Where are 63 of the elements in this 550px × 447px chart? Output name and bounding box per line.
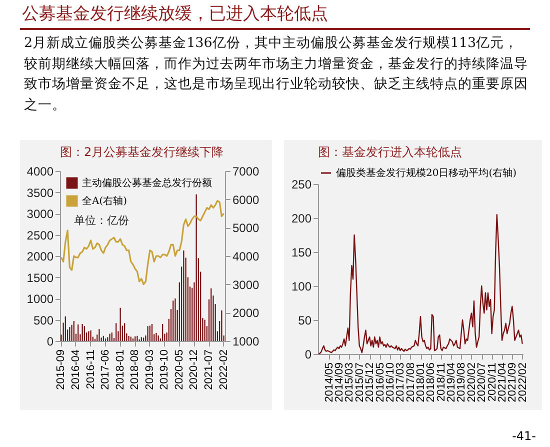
legend-label: 全A(右轴)	[82, 195, 128, 207]
y2-tick-label: 5000	[232, 221, 260, 236]
x-tick-label: 2019/04	[446, 362, 458, 402]
text: 2月新成立偏股类公募基金136亿份，其中主动偏股公募基金发行规模113亿元，较前期继续大幅回落，而作为过去两年市场主力增量资金，基金发行的持续降温导致市场增量资金不足，这也是市场呈现出行业轮动较快、缺乏主线特点的重要原因之一。	[24, 34, 529, 114]
legend-label: 偏股类基金发行规模20日移动平均(右轴)	[336, 167, 517, 179]
x-tick-label: 2019/08	[456, 362, 468, 402]
y2-tick-label: 4000	[232, 250, 260, 264]
chart-title: 图：基金发行进入本轮低点	[318, 145, 462, 159]
y-tick-label: 500	[33, 313, 54, 328]
text: -41-	[512, 429, 536, 443]
y2-tick-label: 1000	[232, 334, 260, 348]
y-tick-label: 250	[291, 178, 312, 192]
x-tick-label: 2016-04	[70, 350, 82, 390]
y-tick-label: 3500	[26, 186, 54, 200]
x-tick-label: 2021-07	[203, 350, 216, 390]
x-tick-label: 2021/09	[506, 362, 519, 402]
x-tick-label: 2015/07	[354, 362, 366, 402]
y2-tick-label: 6000	[232, 192, 260, 207]
x-tick-label: 2019-03	[144, 350, 156, 390]
y-tick-label: 0	[46, 334, 54, 348]
x-tick-label: 2018/01	[415, 362, 427, 402]
x-tick-label: 2018-08	[129, 350, 142, 390]
x-tick-label: 2014/09	[334, 362, 346, 402]
y-tick-label: 50	[298, 314, 312, 328]
x-tick-label: 2018-01	[114, 350, 126, 390]
y-tick-label: 1000	[26, 292, 54, 306]
y-tick-label: 2500	[26, 228, 54, 242]
x-tick-label: 2019-10	[158, 350, 171, 390]
legend-label: 主动偏股公募基金总发行份额	[82, 177, 212, 189]
x-tick-label: 2017-06	[100, 350, 112, 390]
y-tick-label: 1500	[26, 270, 54, 285]
x-tick-label: 2016-11	[84, 350, 97, 390]
x-tick-label: 2020-05	[173, 350, 186, 390]
y2-tick-label: 2000	[232, 306, 260, 320]
y-tick-label: 3000	[26, 207, 54, 221]
y-tick-label: 150	[291, 246, 312, 260]
x-tick-label: 2020-12	[188, 350, 200, 390]
chart-title: 图：2月公募基金发行继续下降	[60, 145, 224, 159]
x-tick-label: 2018/06	[425, 362, 438, 402]
x-tick-label: 2022-02	[218, 350, 230, 390]
x-tick-label: 2015/12	[364, 362, 376, 402]
y-tick-label: 200	[291, 212, 312, 226]
x-tick-label: 2018/11	[435, 362, 448, 402]
x-tick-label: 2017/03	[394, 362, 407, 402]
x-tick-label: 2016/10	[384, 362, 396, 402]
x-tick-label: 2021/04	[496, 362, 508, 402]
x-tick-label: 2016/05	[374, 362, 386, 402]
annotation: 单位：亿份	[74, 214, 129, 227]
x-tick-label: 2022/02	[516, 362, 529, 402]
y2-tick-label: 7000	[232, 164, 260, 178]
x-tick-label: 2014/05	[323, 362, 336, 402]
x-tick-label: 2015-09	[55, 350, 68, 390]
y-tick-label: 0	[304, 348, 312, 362]
x-tick-label: 2020/11	[486, 362, 498, 402]
x-tick-label: 2020/07	[476, 362, 488, 402]
y-tick-label: 100	[291, 280, 312, 294]
y-tick-label: 2000	[26, 250, 54, 264]
x-tick-label: 2015/03	[344, 362, 356, 402]
x-tick-label: 2017/08	[404, 362, 417, 402]
text: 公募基金发行继续放缓，已进入本轮低点	[22, 3, 328, 25]
y-tick-label: 4000	[26, 164, 54, 178]
x-tick-label: 2020/02	[466, 362, 478, 402]
y2-tick-label: 3000	[232, 278, 260, 292]
